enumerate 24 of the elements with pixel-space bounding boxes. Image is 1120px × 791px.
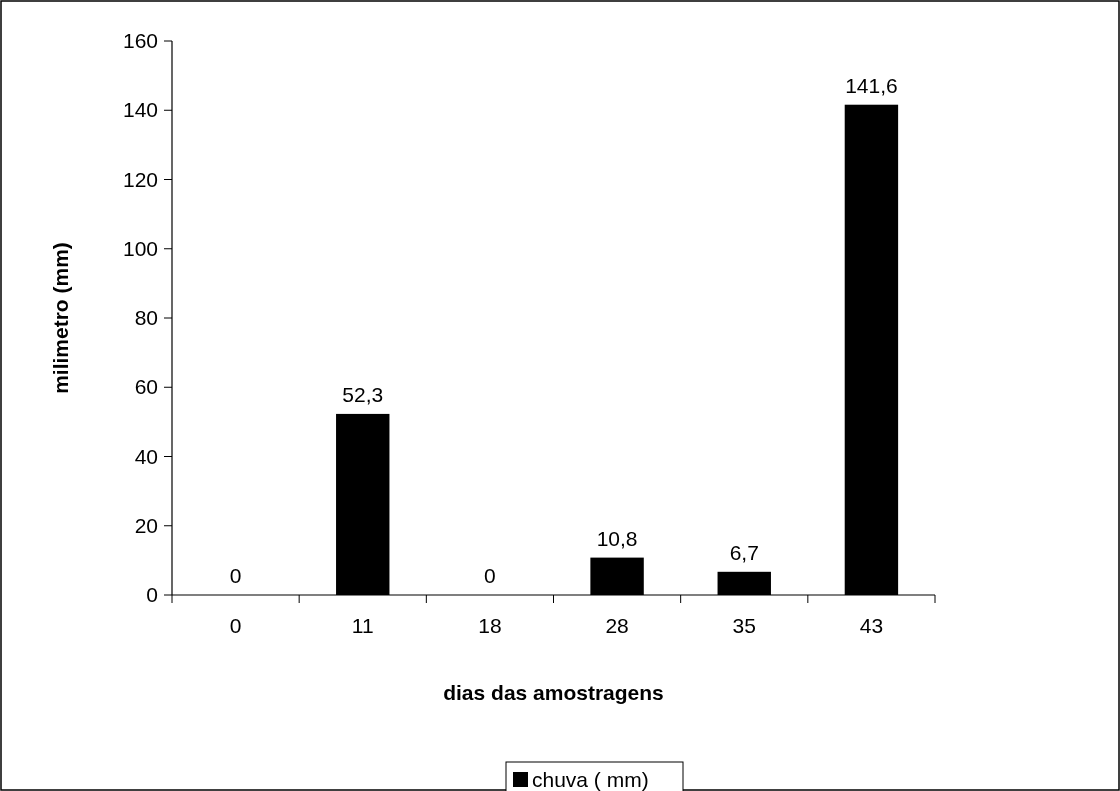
legend-label: chuva ( mm) <box>532 768 649 791</box>
y-tick-label: 20 <box>134 513 158 537</box>
y-tick-label: 40 <box>134 444 158 468</box>
data-label: 52,3 <box>342 382 384 406</box>
y-tick-label: 60 <box>134 375 158 399</box>
y-tick-label: 160 <box>122 29 158 52</box>
y-tick-label: 140 <box>122 98 158 122</box>
data-label: 0 <box>484 564 496 587</box>
data-label: 10,8 <box>596 526 638 550</box>
data-label: 0 <box>229 564 242 587</box>
y-tick-label: 80 <box>134 306 158 329</box>
x-tick-label: 18 <box>478 614 502 637</box>
x-axis-title: dias das amostragens <box>443 681 664 704</box>
x-tick-label: 43 <box>859 614 884 637</box>
y-tick-label: 120 <box>122 167 158 191</box>
data-label: 141,6 <box>845 73 898 97</box>
y-tick-label: 0 <box>146 583 158 606</box>
x-tick-label: 0 <box>229 614 242 637</box>
x-tick-label: 11 <box>351 614 374 637</box>
x-tick-label: 35 <box>732 614 756 637</box>
x-tick-label: 28 <box>605 614 629 637</box>
y-axis-title: milimetro (mm) <box>49 242 72 394</box>
y-tick-label: 100 <box>122 236 158 260</box>
data-label: 6,7 <box>729 540 759 564</box>
